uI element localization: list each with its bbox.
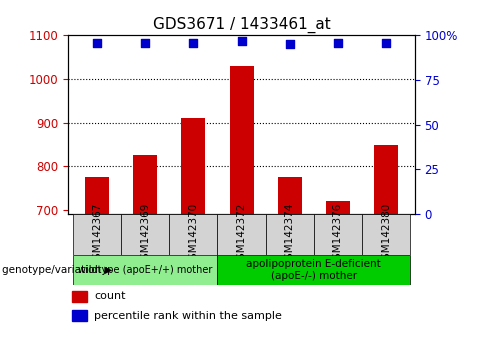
Point bbox=[382, 40, 390, 45]
Point bbox=[238, 38, 245, 44]
FancyBboxPatch shape bbox=[73, 255, 218, 285]
Text: GSM142380: GSM142380 bbox=[381, 203, 391, 266]
Point bbox=[334, 40, 342, 45]
Bar bbox=[229, 66, 254, 214]
Point bbox=[142, 40, 149, 45]
Text: GSM142370: GSM142370 bbox=[188, 203, 199, 266]
Bar bbox=[278, 177, 302, 214]
Text: GSM142374: GSM142374 bbox=[285, 203, 295, 266]
FancyBboxPatch shape bbox=[218, 255, 410, 285]
Text: apolipoprotein E-deficient
(apoE-/-) mother: apolipoprotein E-deficient (apoE-/-) mot… bbox=[246, 259, 381, 281]
Point bbox=[189, 40, 197, 45]
FancyBboxPatch shape bbox=[314, 214, 362, 255]
FancyBboxPatch shape bbox=[265, 214, 314, 255]
FancyBboxPatch shape bbox=[73, 214, 121, 255]
FancyBboxPatch shape bbox=[362, 214, 410, 255]
Point bbox=[93, 40, 101, 45]
Bar bbox=[326, 201, 350, 214]
Bar bbox=[182, 118, 205, 214]
FancyBboxPatch shape bbox=[218, 214, 265, 255]
Bar bbox=[133, 155, 157, 214]
Bar bbox=[85, 177, 109, 214]
Text: genotype/variation ▶: genotype/variation ▶ bbox=[2, 265, 113, 275]
Bar bbox=[374, 145, 398, 214]
Bar bbox=[72, 291, 87, 302]
Text: wildtype (apoE+/+) mother: wildtype (apoE+/+) mother bbox=[78, 265, 212, 275]
FancyBboxPatch shape bbox=[121, 214, 169, 255]
Text: percentile rank within the sample: percentile rank within the sample bbox=[94, 310, 282, 321]
Text: GSM142367: GSM142367 bbox=[92, 203, 102, 266]
FancyBboxPatch shape bbox=[169, 214, 218, 255]
Title: GDS3671 / 1433461_at: GDS3671 / 1433461_at bbox=[153, 16, 330, 33]
Text: count: count bbox=[94, 291, 126, 301]
Text: GSM142372: GSM142372 bbox=[237, 203, 246, 266]
Point bbox=[286, 41, 294, 47]
Bar bbox=[72, 310, 87, 321]
Text: GSM142376: GSM142376 bbox=[333, 203, 343, 266]
Text: GSM142369: GSM142369 bbox=[141, 203, 150, 266]
